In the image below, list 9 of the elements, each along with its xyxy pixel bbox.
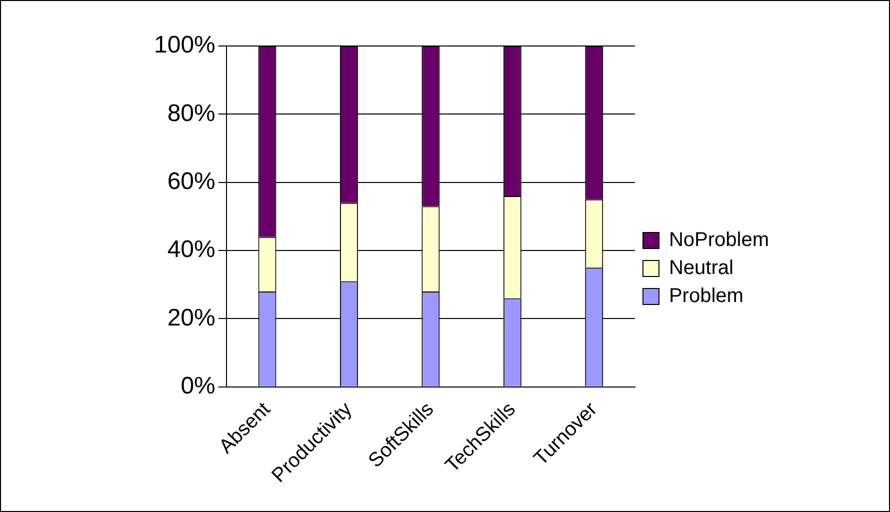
y-tick-label: 60% bbox=[167, 168, 216, 195]
y-tick-label: 80% bbox=[167, 100, 216, 127]
y-tick-label: 20% bbox=[167, 304, 216, 332]
y-tick-label: 100% bbox=[154, 32, 216, 59]
y-tick-label: 0% bbox=[180, 372, 216, 400]
legend-label: Problem bbox=[668, 285, 744, 308]
y-tick-label: 40% bbox=[167, 236, 216, 264]
legend-label: NoProblem bbox=[668, 229, 770, 252]
legend-label: Neutral bbox=[668, 257, 734, 280]
